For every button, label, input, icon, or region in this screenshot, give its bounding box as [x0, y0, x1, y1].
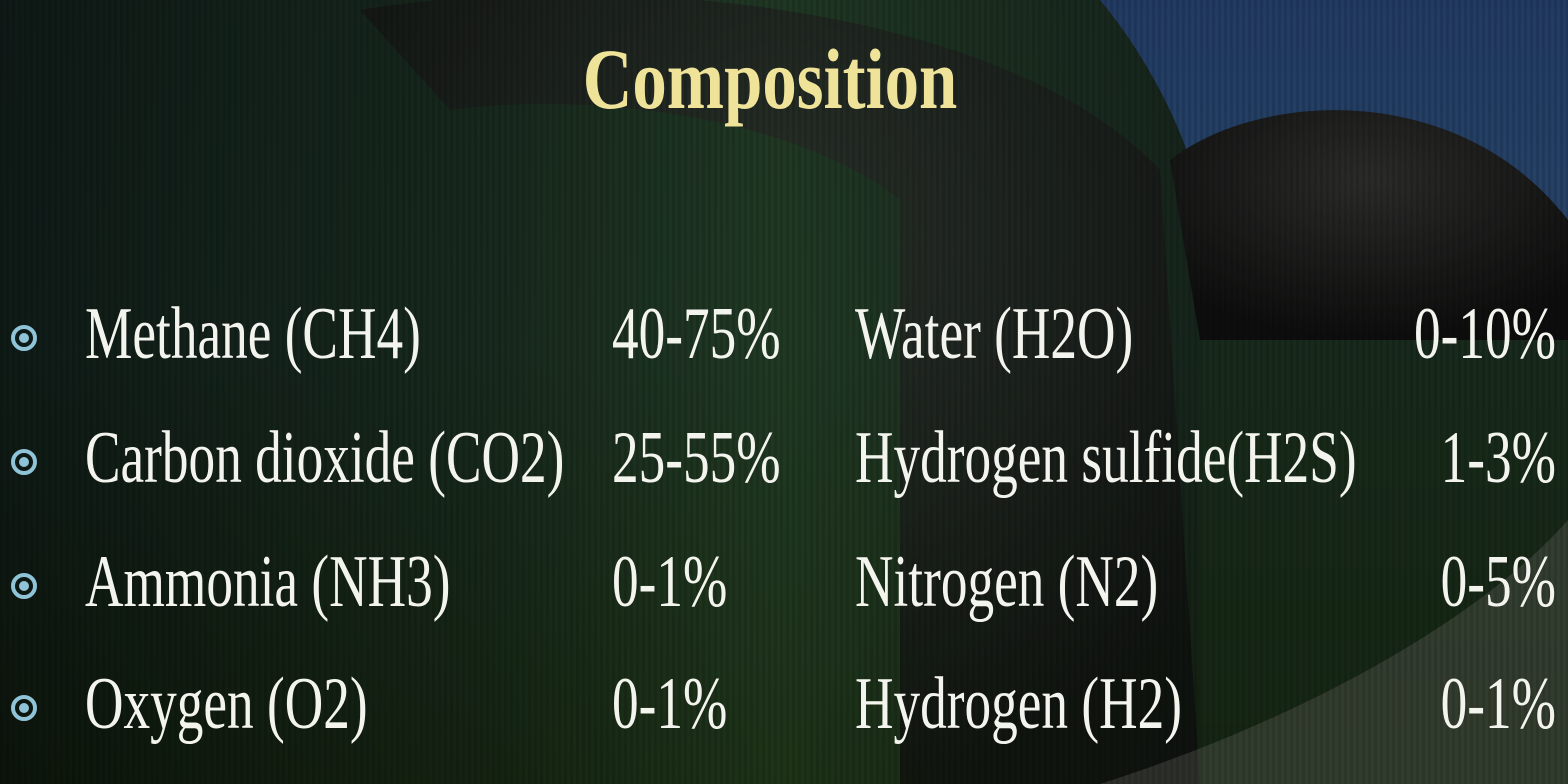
gas-range-group: 40-75% [612, 293, 781, 374]
gas-range: 0-1% [1441, 663, 1556, 744]
gas-name-group: Ammonia (NH3) [85, 541, 450, 622]
gas-range-group: 0-10% [1414, 293, 1556, 374]
gas-name-group: Nitrogen (N2) [855, 541, 1158, 622]
gas-name: Ammonia (NH3) [85, 541, 450, 622]
gas-name: Hydrogen sulfide(H2S) [855, 417, 1357, 498]
gas-range-group: 0-1% [612, 663, 727, 744]
gas-name: Carbon dioxide (CO2) [85, 417, 564, 498]
title: Composition [583, 32, 958, 127]
gas-range: 40-75% [612, 293, 781, 374]
page: Composition Methane (CH4) 40-75% Water (H2… [0, 0, 1568, 784]
gas-range-group: 0-1% [612, 541, 727, 622]
gas-range-group: 0-1% [1441, 663, 1556, 744]
gas-range-group: 0-5% [1441, 541, 1556, 622]
bullet-dot [19, 333, 29, 343]
gas-range: 0-1% [612, 541, 727, 622]
gas-name-group: Methane (CH4) [85, 293, 421, 374]
gas-name-group: Oxygen (O2) [85, 663, 368, 744]
bullet-dot [19, 703, 29, 713]
title-group: Composition [583, 32, 958, 127]
gas-range: 1-3% [1441, 417, 1556, 498]
gas-name-group: Carbon dioxide (CO2) [85, 417, 564, 498]
gas-range-group: 25-55% [612, 417, 781, 498]
bullet-dot [19, 581, 29, 591]
gas-name: Hydrogen (H2) [855, 663, 1182, 744]
slide: Composition Methane (CH4) 40-75% Water (H2… [0, 0, 1568, 784]
gas-name: Nitrogen (N2) [855, 541, 1158, 622]
gas-range: 25-55% [612, 417, 781, 498]
gas-range-group: 1-3% [1441, 417, 1556, 498]
gas-range: 0-10% [1414, 293, 1556, 374]
gas-name-group: Water (H2O) [855, 293, 1133, 374]
gas-name-group: Hydrogen (H2) [855, 663, 1182, 744]
gas-range: 0-5% [1441, 541, 1556, 622]
bullet-dot [19, 457, 29, 467]
gas-name-group: Hydrogen sulfide(H2S) [855, 417, 1357, 498]
gas-range: 0-1% [612, 663, 727, 744]
gas-name: Oxygen (O2) [85, 663, 368, 744]
gas-name: Methane (CH4) [85, 293, 421, 374]
gas-name: Water (H2O) [855, 293, 1133, 374]
